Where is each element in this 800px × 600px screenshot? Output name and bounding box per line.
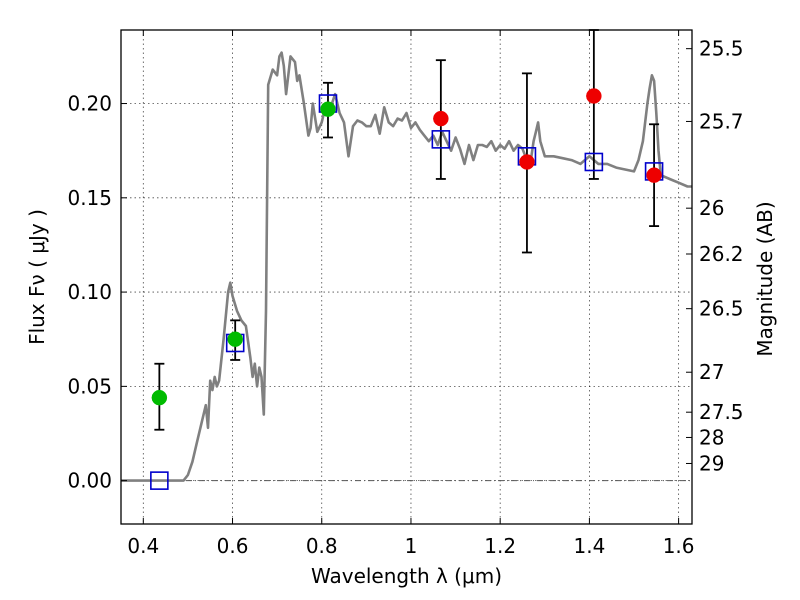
y2-tick-label: 25.5 — [699, 37, 744, 61]
y-axis-label: Flux Fν ( μJy ) — [25, 209, 49, 345]
x-tick-label: 0.4 — [127, 534, 159, 558]
x-tick-label: 0.8 — [306, 534, 338, 558]
plot-frame — [120, 29, 693, 525]
y2-tick-label: 25.7 — [699, 109, 744, 133]
y2-tick-label: 28 — [699, 425, 724, 449]
x-tick-label: 1 — [405, 534, 418, 558]
y-tick-label: 0.20 — [67, 92, 112, 116]
model-flux-square — [431, 130, 451, 149]
y2-tick-label: 26 — [699, 196, 724, 220]
y2-tick-label: 29 — [699, 451, 724, 475]
y-tick-label: 0.00 — [67, 469, 112, 493]
observed-flux-point — [227, 331, 243, 347]
y2-axis-label: Magnitude (AB) — [753, 201, 777, 356]
y2-tick-label: 27 — [699, 360, 724, 384]
model-flux-square — [584, 152, 604, 172]
axis-ticks: 0.4 0.6 0.8 1 1.2 1.4 1.6 0.00 0.05 0.10 0.15 0.20 2… — [67, 30, 744, 558]
observed-flux-point — [320, 101, 336, 117]
grid-lines — [121, 30, 692, 524]
observed-flux-point — [646, 167, 662, 183]
model-flux-square — [150, 471, 169, 490]
observed-flux-point — [519, 154, 535, 170]
x-tick-label: 0.6 — [217, 534, 249, 558]
y2-tick-label: 26.2 — [699, 242, 744, 266]
y2-tick-label: 27.5 — [699, 400, 744, 424]
y-tick-label: 0.15 — [67, 186, 112, 210]
plot-area — [121, 29, 692, 490]
observed-flux-point — [151, 389, 168, 406]
x-tick-label: 1.6 — [663, 534, 695, 558]
x-tick-label: 1.2 — [484, 534, 516, 558]
y-tick-label: 0.10 — [67, 280, 112, 304]
x-axis-label: Wavelength λ (μm) — [311, 564, 502, 588]
model-spectrum-line — [121, 51, 692, 482]
y-tick-label: 0.05 — [67, 374, 112, 398]
y2-tick-label: 26.5 — [699, 297, 744, 321]
observed-flux-point — [586, 88, 602, 104]
observed-flux-point — [433, 110, 449, 127]
x-tick-label: 1.4 — [573, 534, 605, 558]
